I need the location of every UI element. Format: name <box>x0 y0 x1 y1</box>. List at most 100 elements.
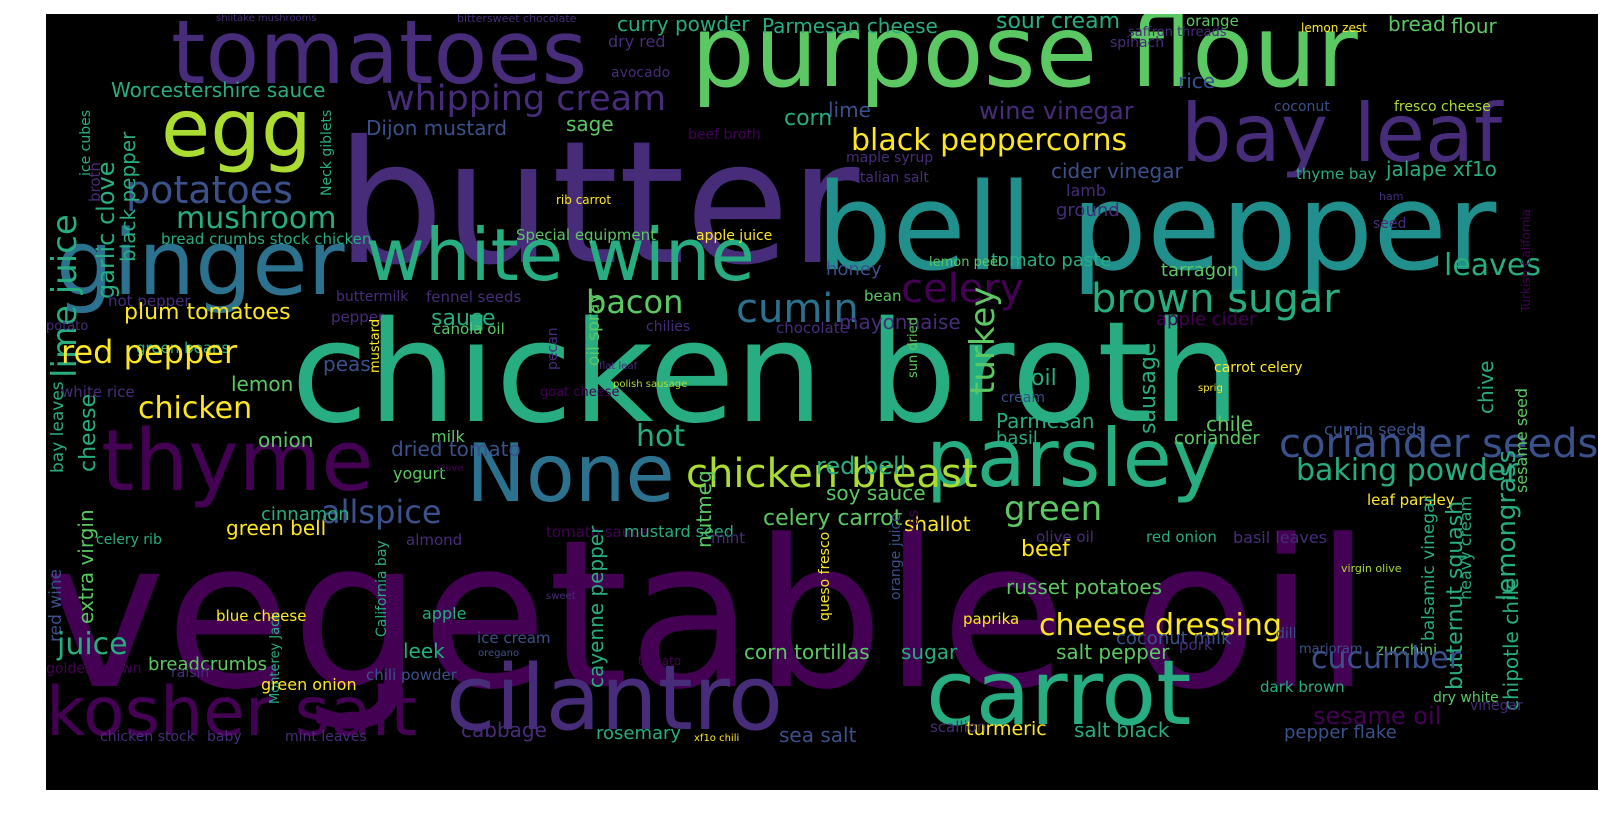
word-yogurt: yogurt <box>393 464 446 483</box>
word-cheese-dressing: cheese dressing <box>1039 608 1282 643</box>
word-oil: oil <box>1031 366 1057 391</box>
word-tomato-sauce: tomato sauce <box>546 523 649 541</box>
word-dry-white: dry white <box>1433 690 1499 706</box>
word-mayonnaise: mayonnaise <box>839 310 961 334</box>
word-orange: orange <box>1186 14 1239 30</box>
word-italian-salt: italian salt <box>856 170 929 186</box>
word-apple-cider: apple cider <box>1156 309 1257 330</box>
word-red-bell: red bell <box>816 452 907 480</box>
word-special-equipment: Special equipment <box>516 226 656 244</box>
word-red-pepper: red pepper <box>61 333 238 371</box>
word-pepper: pepper <box>331 308 385 326</box>
word-cabbage: cabbage <box>461 718 547 742</box>
word-chicken-broth: chicken broth <box>291 292 1241 455</box>
word-mustard-seed: mustard seed <box>624 522 734 541</box>
word-egg: egg <box>161 82 312 175</box>
word-california-bay: California bay <box>374 540 390 637</box>
word-tomato: tomato <box>638 654 682 668</box>
word-chicken-stock: chicken stock <box>100 729 195 745</box>
word-lemon-peel: lemon peel <box>929 255 1002 270</box>
word-cream: cream <box>1001 390 1045 406</box>
word-mushroom: mushroom <box>176 201 337 236</box>
word-whipping-cream: whipping cream <box>386 79 667 119</box>
word-corn: corn <box>784 106 833 131</box>
word-lamb: lamb <box>1066 181 1106 200</box>
word-dark-brown: dark brown <box>1260 678 1345 696</box>
word-leaves: leaves <box>1444 248 1542 283</box>
word-fennel-seeds: fennel seeds <box>426 288 522 306</box>
word-beef: beef <box>1021 537 1070 562</box>
word-parsley: parsley <box>926 412 1220 505</box>
word-blue-cheese: blue cheese <box>216 607 307 625</box>
word-celery-carrot: celery carrot <box>763 506 903 531</box>
word-rosemary: rosemary <box>596 723 682 744</box>
word-white-wine: white wine <box>366 213 755 297</box>
word-scallion: scallion <box>930 718 987 736</box>
word-juice: juice <box>57 627 128 662</box>
word-queso-fresco: queso fresco <box>817 531 833 621</box>
word-bittersweet-chocolate: bittersweet chocolate <box>457 14 577 25</box>
word-jalape-xf1o: jalape xf1o <box>1386 157 1497 181</box>
word-russet-potatoes: russet potatoes <box>1006 575 1163 599</box>
word-ginger: ginger <box>56 211 345 316</box>
word-hot-pepper: hot pepper <box>108 292 191 310</box>
word-chicken-breast: chicken breast <box>686 451 978 497</box>
word-pecan: pecan <box>545 327 561 370</box>
word-sugar: sugar <box>901 640 958 664</box>
word-cilantro: cilantro <box>446 646 784 751</box>
word-turkey: turkey <box>963 286 1003 395</box>
word-thyme-bay: thyme bay <box>1296 165 1377 183</box>
word-hot: hot <box>636 419 686 454</box>
word-chilies: chilies <box>646 319 691 335</box>
word-polish-sausage: polish sausage <box>613 379 688 390</box>
word-breadcrumbs: breadcrumbs <box>148 654 268 675</box>
word-almond: almond <box>406 531 463 549</box>
word-goat-cheese: goat cheese <box>540 385 620 400</box>
word-saffron-threads: saffron threads <box>1128 25 1227 40</box>
word-celery-rib: celery rib <box>96 532 162 548</box>
word-apple-juice: apple juice <box>696 228 773 244</box>
word-raisin: raisin <box>171 665 210 681</box>
word-onion: onion <box>258 428 314 452</box>
word-red-onion: red onion <box>1146 528 1217 546</box>
word-ground: ground <box>1056 200 1120 221</box>
word-coriander: coriander <box>1174 428 1260 449</box>
word-basil-leaves: basil leaves <box>1233 528 1328 547</box>
word-avocado: avocado <box>611 65 671 81</box>
word-sesame-oil: sesame oil <box>1313 702 1442 730</box>
word-sausage: sausage <box>1136 342 1161 434</box>
word-potatoes: potatoes <box>126 168 293 212</box>
word-bay-leaf: bay leaf <box>1181 87 1503 180</box>
word-parmesan-cheese: Parmesan cheese <box>762 14 938 38</box>
word-shallot: shallot <box>904 512 971 536</box>
word-golden-brown: golden brown <box>46 661 142 677</box>
word-sage: sage <box>566 112 614 136</box>
word-purpose-flour: purpose flour <box>691 14 1358 110</box>
word-buttermilk: buttermilk <box>336 289 409 305</box>
word-virgin-olive: virgin olive <box>1341 562 1402 575</box>
word-black-pepper: black pepper <box>116 131 140 262</box>
word-lemon-zest: lemon zest <box>1301 21 1367 35</box>
word-dried-tomato: dried tomato <box>391 437 521 461</box>
word-vinegar: vinegar <box>1470 698 1523 714</box>
word-none: None <box>466 427 675 520</box>
word-carrot-celery: carrot celery <box>1214 360 1303 376</box>
word-black-peppercorns: black peppercorns <box>851 123 1128 158</box>
word-sauce: sauce <box>431 306 496 331</box>
word-zucchini: zucchini <box>1376 641 1438 659</box>
word-olive-oil: olive oil <box>1036 528 1094 546</box>
word-tomatoes: tomatoes <box>171 14 588 104</box>
word-chocolate: chocolate <box>776 319 849 337</box>
word-sea-salt: sea salt <box>779 723 857 747</box>
word-ice-cream: ice cream <box>477 629 551 647</box>
word-cloud: vegetable oil chicken broth butter purpose … <box>46 14 1598 790</box>
word-vegetable-oil: vegetable oil <box>46 497 1372 735</box>
word-cumin: cumin <box>736 286 859 332</box>
word-sour-cream: sour cream <box>996 14 1121 34</box>
word-chive: chive <box>1474 360 1498 414</box>
word-flour: flour <box>1451 14 1497 38</box>
word-chili-powder: chili powder <box>366 666 457 684</box>
word-marjoram: marjoram <box>1299 642 1363 657</box>
word-lemon: lemon <box>231 372 294 396</box>
word-clove: clove <box>437 463 464 474</box>
